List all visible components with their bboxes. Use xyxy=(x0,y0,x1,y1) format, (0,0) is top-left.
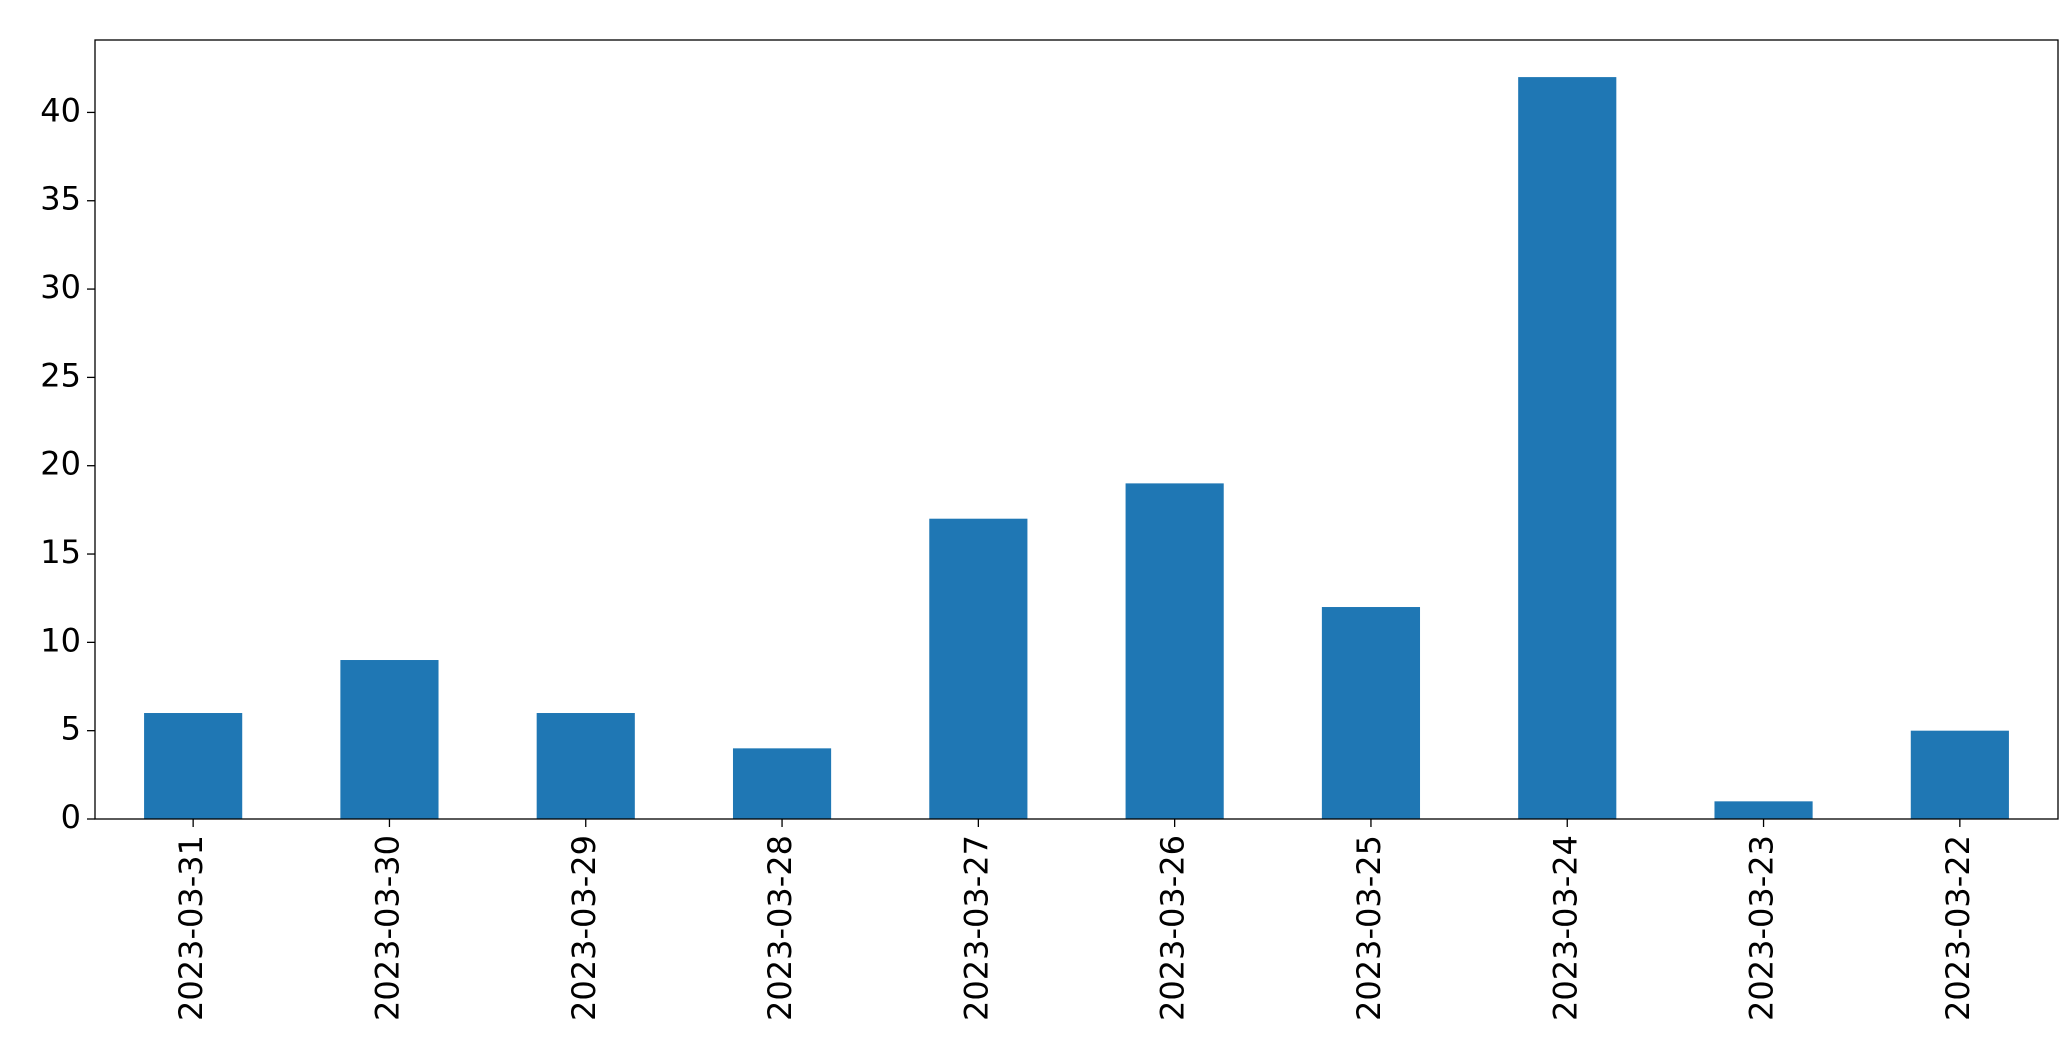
y-tick-label: 20 xyxy=(40,445,81,483)
y-tick-label: 25 xyxy=(40,356,81,394)
bar xyxy=(536,713,635,819)
x-tick-label: 2023-03-29 xyxy=(565,835,603,1021)
x-tick-label: 2023-03-26 xyxy=(1154,835,1192,1021)
bar xyxy=(1714,801,1813,819)
bar xyxy=(929,518,1028,819)
x-tick-label: 2023-03-28 xyxy=(761,835,799,1021)
bar xyxy=(340,660,439,819)
y-tick-label: 15 xyxy=(40,533,81,571)
y-tick-label: 35 xyxy=(40,180,81,218)
plot-frame xyxy=(94,39,2059,820)
y-tick-label: 40 xyxy=(40,91,81,129)
x-tick-label: 2023-03-25 xyxy=(1350,835,1388,1021)
x-tick-label: 2023-03-23 xyxy=(1743,835,1781,1021)
x-tick-label: 2023-03-24 xyxy=(1546,835,1584,1021)
bar xyxy=(1125,483,1224,819)
bar xyxy=(1518,77,1617,820)
x-tick-label: 2023-03-22 xyxy=(1939,835,1977,1021)
bar xyxy=(1910,730,2009,819)
y-tick-label: 10 xyxy=(40,621,81,659)
bar xyxy=(1321,607,1421,819)
x-tick-label: 2023-03-30 xyxy=(368,835,406,1021)
bar xyxy=(144,713,243,819)
y-tick-label: 5 xyxy=(61,710,81,748)
y-tick-label: 0 xyxy=(61,798,81,836)
bar xyxy=(732,748,832,819)
y-tick-label: 30 xyxy=(40,268,81,306)
x-tick-label: 2023-03-31 xyxy=(172,835,210,1021)
x-tick-label: 2023-03-27 xyxy=(957,835,995,1021)
